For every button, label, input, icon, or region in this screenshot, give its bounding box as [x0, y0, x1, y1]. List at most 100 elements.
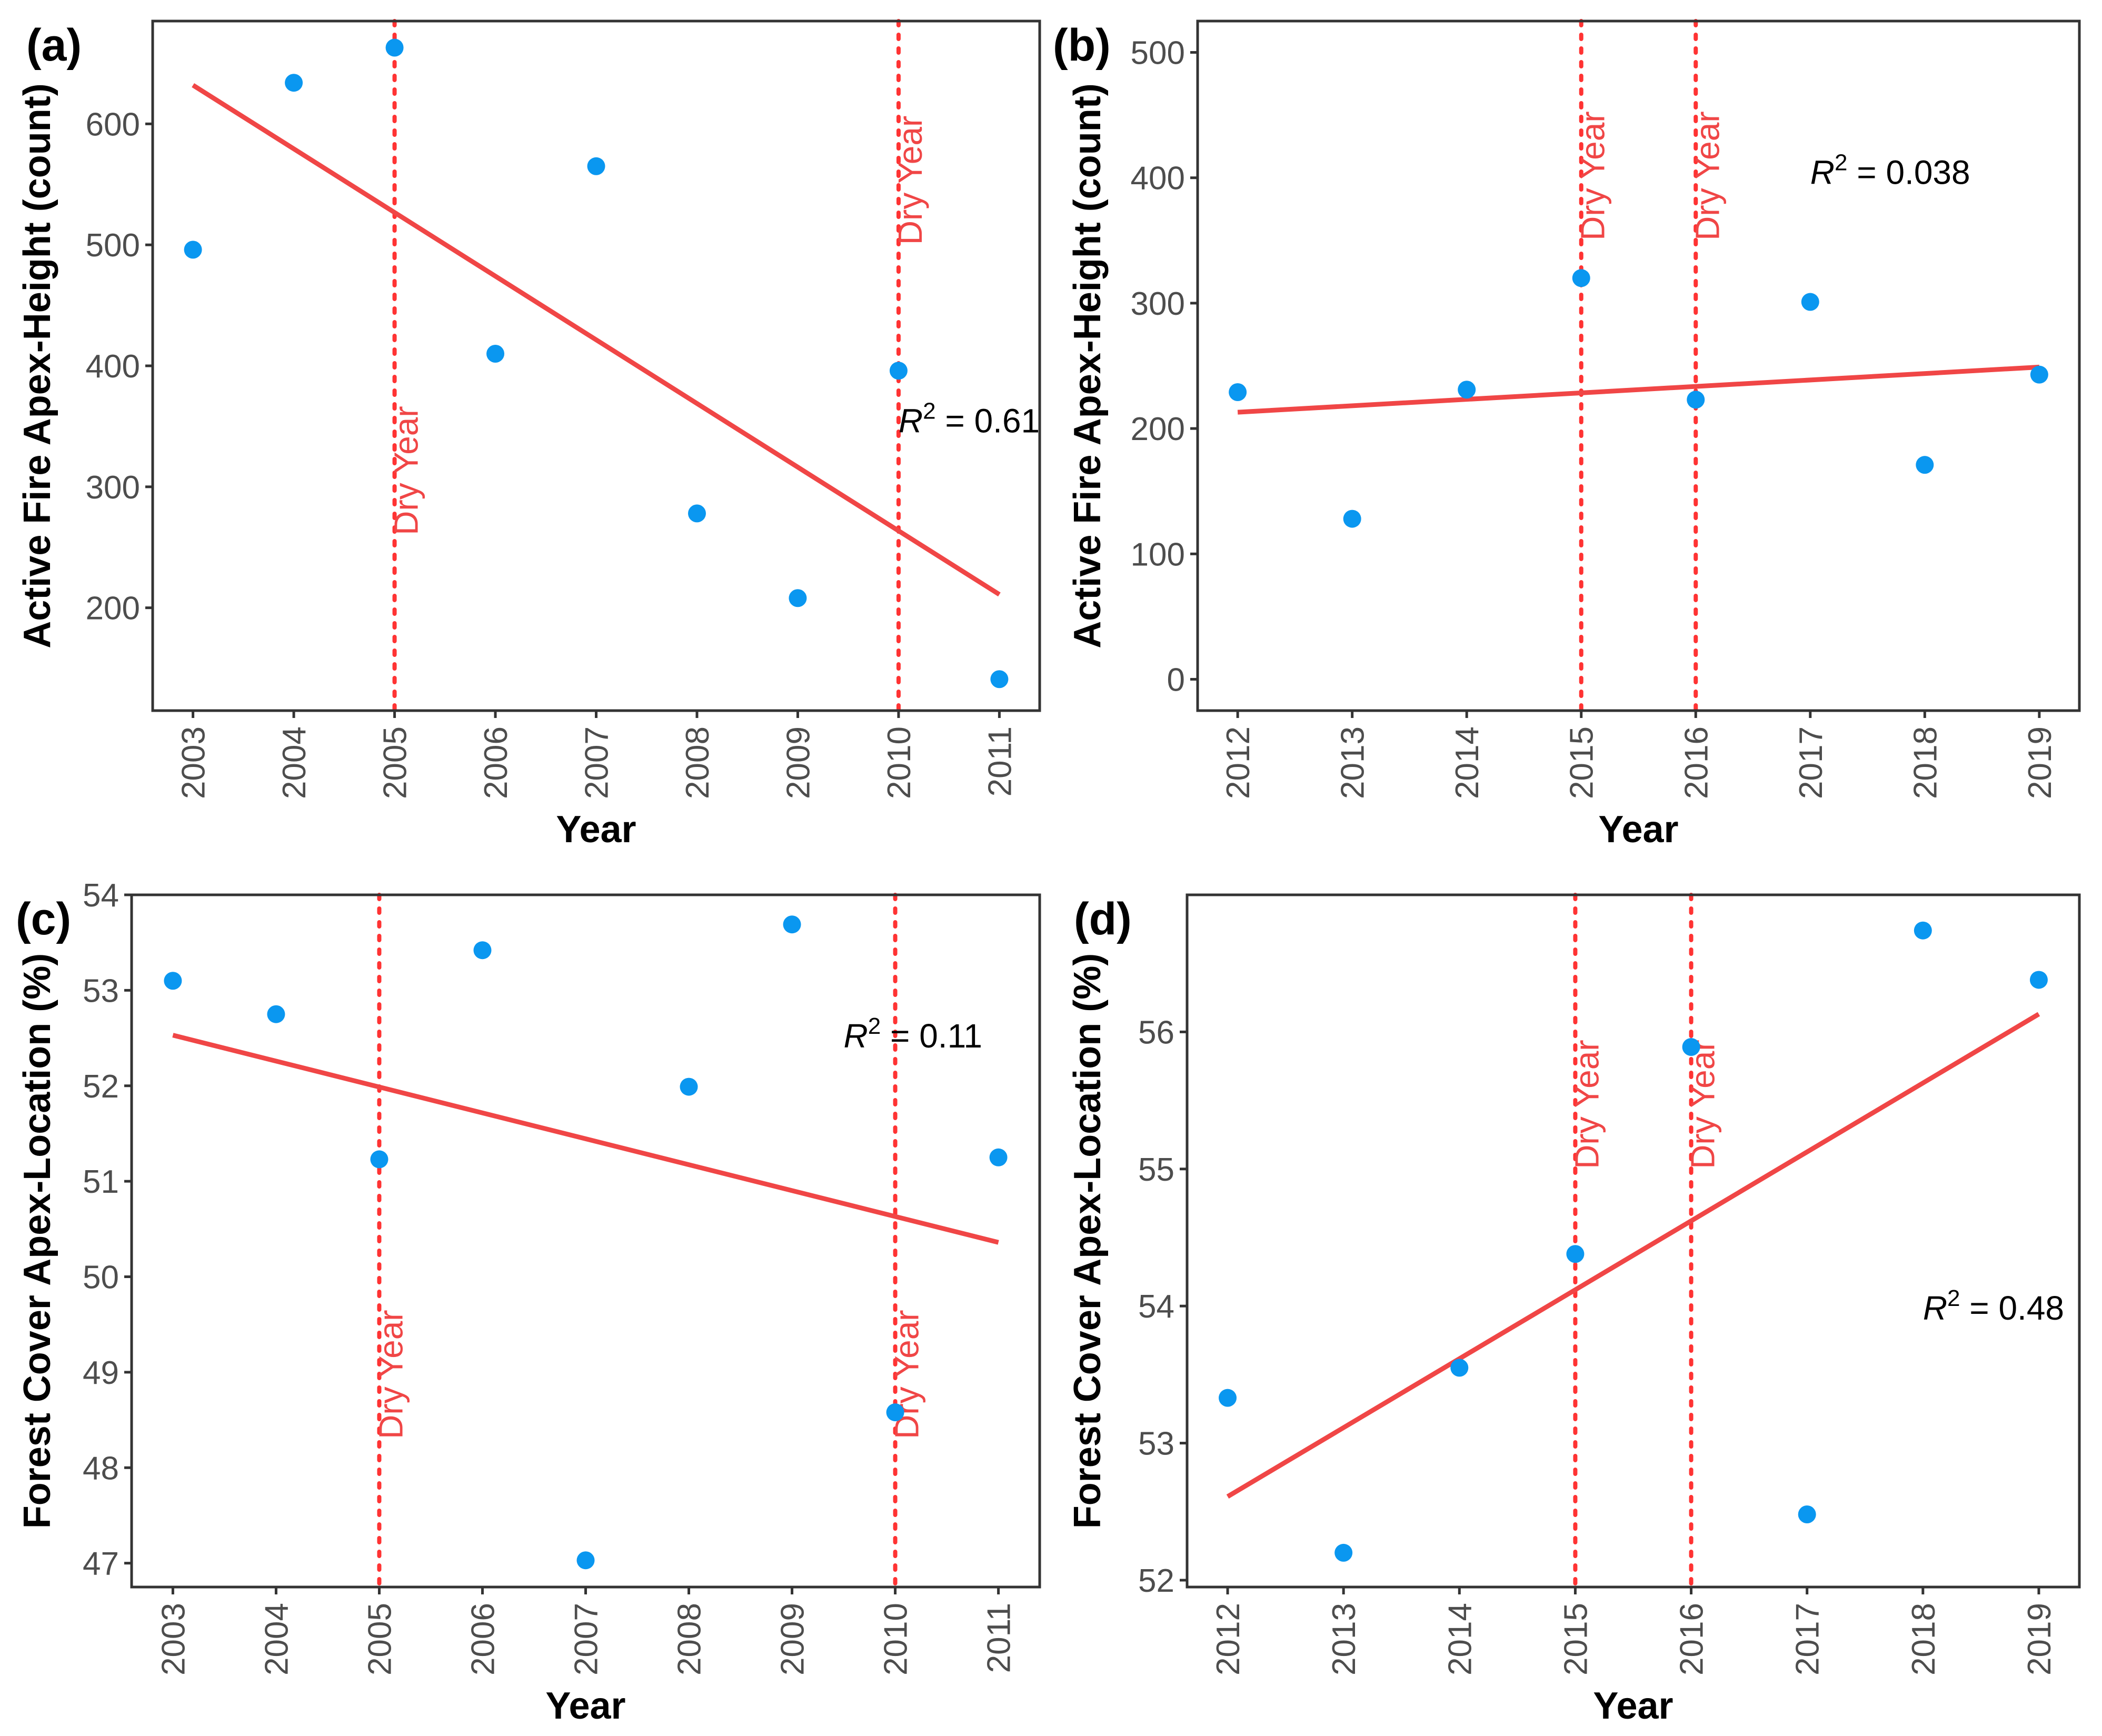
- y-tick-label: 400: [86, 348, 140, 385]
- r-squared-label: R2 = 0.48: [1923, 1285, 2064, 1327]
- data-point: [1682, 1038, 1700, 1056]
- y-tick-label: 49: [83, 1355, 119, 1391]
- x-tick-label: 2007: [569, 1603, 605, 1675]
- dry-year-label: Dry Year: [891, 116, 929, 245]
- x-tick-label: 2016: [1678, 726, 1715, 799]
- dry-year-label: Dry Year: [1684, 1040, 1722, 1169]
- y-tick-label: 54: [83, 877, 119, 914]
- x-tick-label: 2008: [672, 1603, 708, 1675]
- x-tick-label: 2004: [258, 1603, 295, 1675]
- y-tick-label: 52: [83, 1069, 119, 1105]
- data-point: [990, 670, 1009, 689]
- x-tick-label: 2006: [478, 726, 514, 799]
- chart-panel-1: Dry Year Dry Year 200 300 400 500 600 2003 2004 2…: [16, 19, 1041, 851]
- data-point: [886, 1403, 904, 1422]
- x-tick-label: 2007: [579, 726, 615, 799]
- y-tick-label: 100: [1131, 536, 1185, 573]
- x-tick-label: 2014: [1442, 1603, 1478, 1675]
- data-point: [889, 362, 908, 380]
- x-tick-label: 2018: [1906, 1603, 1942, 1675]
- data-point: [370, 1150, 388, 1169]
- trend-line: [1237, 364, 2040, 415]
- y-tick-label: 300: [86, 470, 140, 506]
- y-tick-label: 500: [1131, 35, 1185, 72]
- data-point: [1219, 1389, 1237, 1407]
- x-tick-label: 2019: [2021, 1603, 2058, 1675]
- r-squared-label: R2 = 0.11: [844, 1013, 982, 1055]
- trend-line: [172, 1033, 999, 1245]
- data-point: [783, 915, 801, 934]
- r-squared-label: R2 = 0.038: [1810, 150, 1970, 192]
- panel-label: (d): [1074, 894, 1132, 944]
- y-tick-label: 53: [83, 973, 119, 1009]
- x-tick-label: 2010: [878, 1603, 914, 1675]
- x-tick-label: 2015: [1558, 1603, 1594, 1675]
- dry-year-label: Dry Year: [1568, 1040, 1606, 1169]
- x-tick-label: 2005: [377, 726, 414, 799]
- x-tick-label: 2017: [1790, 1603, 1826, 1675]
- dry-year-label: Dry Year: [372, 1310, 410, 1439]
- panel-label: (c): [16, 894, 71, 944]
- y-tick-label: 51: [83, 1164, 119, 1200]
- data-point: [1450, 1359, 1469, 1377]
- chart-panel-4: Dry Year Dry Year 52 53 54 55 56 2012 2013 2014 20…: [1067, 893, 2081, 1727]
- panel-label: (b): [1053, 20, 1111, 71]
- dry-year-label: Dry Year: [1688, 111, 1726, 240]
- x-tick-label: 2004: [276, 726, 313, 799]
- data-point: [1687, 391, 1705, 409]
- x-tick-label: 2019: [2022, 726, 2058, 799]
- x-tick-label: 2016: [1674, 1603, 1710, 1675]
- data-point: [1458, 381, 1476, 399]
- data-point: [1343, 510, 1361, 528]
- plot-frame: [1186, 893, 2081, 1589]
- y-tick-label: 300: [1131, 286, 1185, 322]
- y-axis-title: Active Fire Apex-Height (count): [16, 83, 58, 648]
- data-point: [1916, 456, 1934, 474]
- dry-year-label: Dry Year: [1574, 111, 1612, 240]
- data-point: [486, 345, 505, 363]
- y-tick-label: 500: [86, 227, 140, 264]
- data-point: [1334, 1543, 1353, 1562]
- data-point: [2030, 365, 2048, 384]
- x-tick-label: 2012: [1220, 726, 1257, 799]
- x-tick-label: 2017: [1793, 726, 1829, 799]
- x-tick-label: 2011: [981, 1603, 1018, 1673]
- data-point: [285, 74, 303, 92]
- x-tick-label: 2003: [176, 726, 212, 799]
- data-point: [473, 941, 492, 960]
- y-tick-label: 200: [86, 591, 140, 627]
- x-tick-label: 2013: [1335, 726, 1371, 799]
- data-point: [680, 1077, 698, 1096]
- data-point: [2029, 971, 2048, 989]
- y-tick-label: 53: [1138, 1426, 1174, 1462]
- panel-label: (a): [26, 20, 82, 71]
- data-point: [164, 972, 182, 990]
- chart-panel-2: Dry Year Dry Year 0 100 200 300 400 500 2012 2013…: [1053, 19, 2081, 851]
- x-axis-title: Year: [1593, 1685, 1673, 1727]
- r-squared-label: R2 = 0.61: [899, 398, 1040, 440]
- y-tick-label: 56: [1138, 1014, 1174, 1051]
- y-tick-label: 54: [1138, 1289, 1174, 1325]
- data-point: [688, 504, 706, 523]
- x-tick-label: 2018: [1907, 726, 1944, 799]
- y-tick-label: 52: [1138, 1563, 1174, 1599]
- y-tick-label: 0: [1167, 662, 1185, 698]
- data-point: [587, 157, 605, 175]
- data-point: [385, 38, 404, 57]
- y-tick-label: 48: [83, 1450, 119, 1486]
- x-axis-title: Year: [556, 809, 636, 851]
- trend-line: [192, 83, 1001, 597]
- y-tick-label: 200: [1131, 411, 1185, 447]
- dry-year-label: Dry Year: [387, 406, 425, 535]
- y-axis-title: Active Fire Apex-Height (count): [1067, 83, 1109, 648]
- x-tick-label: 2014: [1449, 726, 1486, 799]
- x-tick-label: 2011: [982, 726, 1018, 796]
- y-tick-label: 50: [83, 1260, 119, 1296]
- data-point: [1229, 383, 1247, 402]
- data-point: [1572, 269, 1590, 287]
- x-tick-label: 2015: [1564, 726, 1600, 799]
- x-tick-label: 2009: [780, 726, 816, 799]
- data-point: [1914, 921, 1932, 940]
